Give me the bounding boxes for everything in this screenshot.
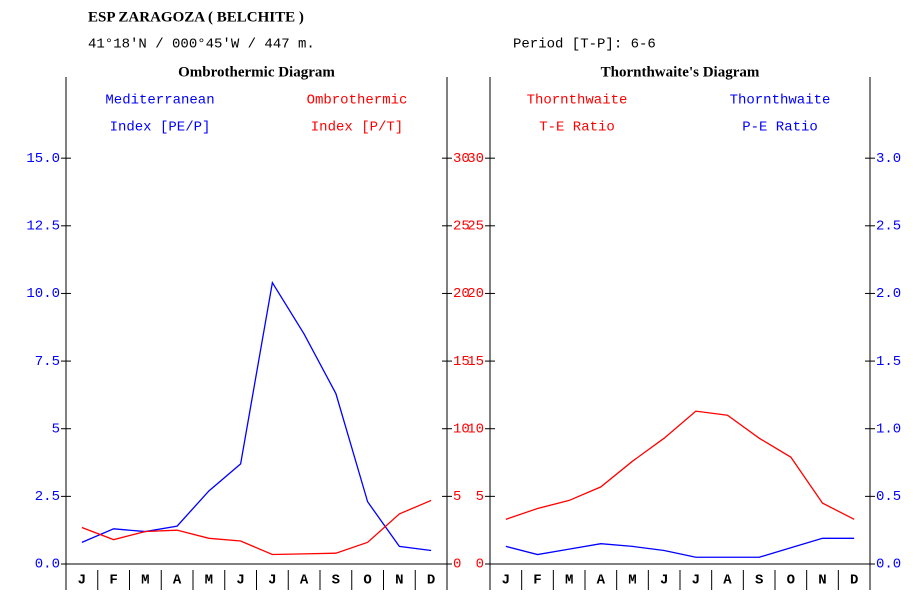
tick-label: 15.0 — [26, 151, 60, 167]
tick-label: 10 — [453, 421, 470, 437]
chart-title: Ombrothermic Diagram — [178, 64, 335, 80]
page-title: ESP ZARAGOZA ( BELCHITE ) — [88, 9, 304, 25]
tick-label: 20 — [467, 286, 484, 302]
series-line — [81, 499, 432, 556]
x-tick-label: J — [502, 573, 510, 589]
x-tick-label: A — [300, 573, 309, 589]
tick-label: 25 — [467, 219, 484, 235]
tick-label: 20 — [453, 286, 470, 302]
x-tick-label: O — [787, 573, 795, 589]
legend-entry: T-E Ratio — [539, 120, 615, 136]
tick-label: 0 — [453, 557, 461, 573]
x-tick-label: J — [268, 573, 276, 589]
x-tick-label: D — [850, 573, 858, 589]
x-tick-label: J — [692, 573, 700, 589]
location: 41°18'N / 000°45'W / 447 m. — [88, 37, 315, 53]
tick-label: 5 — [453, 489, 461, 505]
x-tick-label: S — [332, 573, 340, 589]
tick-label: 2.5 — [876, 219, 901, 235]
x-tick-label: A — [173, 573, 182, 589]
tick-label: 10 — [467, 421, 484, 437]
legend-entry: Mediterranean — [105, 93, 214, 109]
x-tick-label: S — [755, 573, 763, 589]
tick-label: 0.0 — [876, 557, 901, 573]
tick-label: 10.0 — [26, 286, 60, 302]
tick-label: 15 — [453, 354, 470, 370]
legend-entry: Thornthwaite — [730, 93, 831, 109]
legend-entry: Ombrothermic — [307, 93, 408, 109]
x-tick-label: J — [78, 573, 86, 589]
tick-label: 1.0 — [876, 421, 901, 437]
x-tick-label: N — [818, 573, 826, 589]
tick-label: 2.5 — [35, 489, 60, 505]
series-line — [81, 280, 432, 552]
x-tick-label: F — [109, 573, 117, 589]
tick-label: 1.5 — [876, 354, 901, 370]
tick-label: 5 — [52, 421, 60, 437]
legend-entry: Thornthwaite — [527, 93, 628, 109]
x-tick-label: O — [363, 573, 371, 589]
tick-label: 12.5 — [26, 219, 60, 235]
x-tick-label: M — [628, 573, 636, 589]
chart-title: Thornthwaite's Diagram — [601, 64, 760, 80]
period: Period [T-P]: 6-6 — [513, 37, 656, 53]
x-tick-label: M — [141, 573, 149, 589]
tick-label: 5 — [476, 489, 484, 505]
x-tick-label: N — [395, 573, 403, 589]
tick-label: 15 — [467, 354, 484, 370]
tick-label: 0.5 — [876, 489, 901, 505]
x-tick-label: A — [723, 573, 732, 589]
x-tick-label: D — [427, 573, 435, 589]
tick-label: 2.0 — [876, 286, 901, 302]
x-tick-label: J — [660, 573, 668, 589]
series-line — [505, 537, 855, 558]
series-line — [505, 410, 855, 520]
legend-entry: P-E Ratio — [742, 120, 818, 136]
x-tick-label: M — [565, 573, 573, 589]
tick-label: 3.0 — [876, 151, 901, 167]
x-tick-label: M — [205, 573, 213, 589]
x-tick-label: J — [236, 573, 244, 589]
tick-label: 30 — [467, 151, 484, 167]
tick-label: 0 — [476, 557, 484, 573]
legend-entry: Index [PE/P] — [110, 120, 211, 136]
x-tick-label: F — [533, 573, 541, 589]
tick-label: 7.5 — [35, 354, 60, 370]
tick-label: 30 — [453, 151, 470, 167]
x-tick-label: A — [597, 573, 606, 589]
legend-entry: Index [P/T] — [311, 120, 403, 136]
tick-label: 25 — [453, 219, 470, 235]
tick-label: 0.0 — [35, 557, 60, 573]
